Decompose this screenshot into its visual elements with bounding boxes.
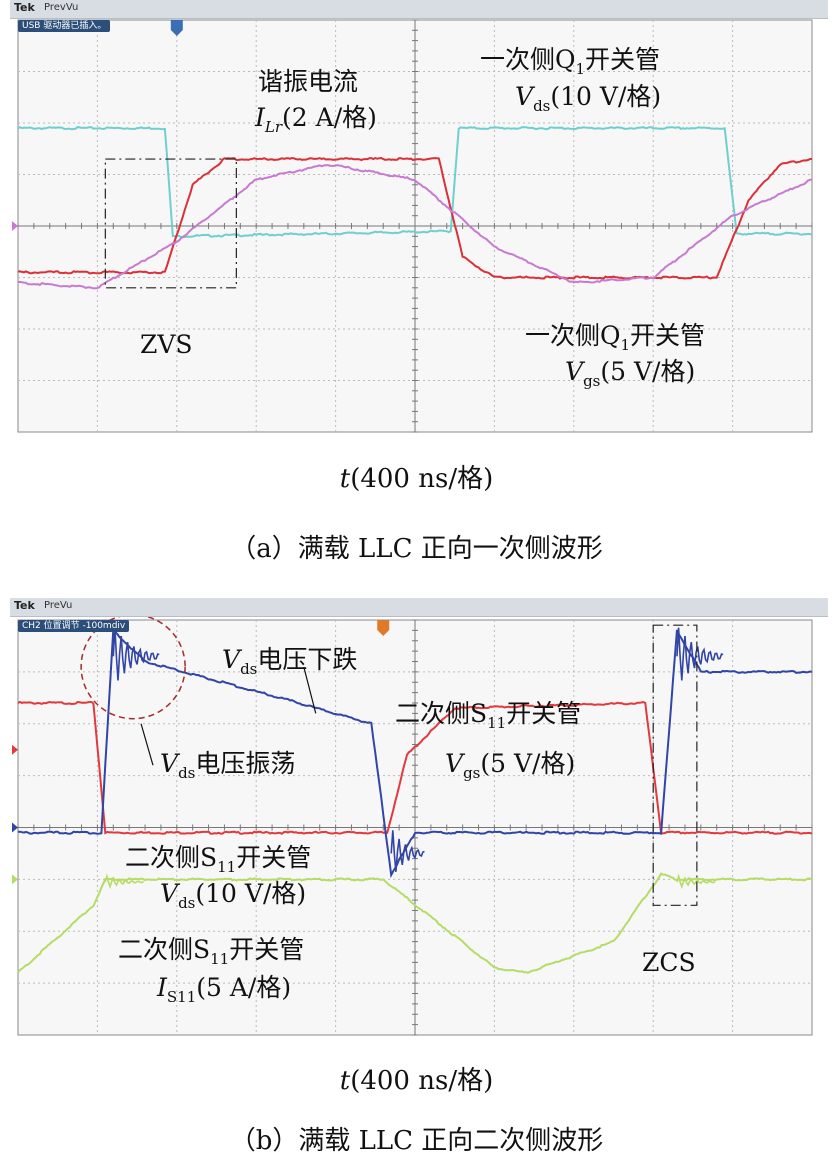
- vds-q1-label: Vds(10 V/格): [515, 82, 662, 115]
- scope-toolbar-b: Tek PreVu: [10, 598, 828, 617]
- vds-s11-label: Vds(10 V/格): [160, 879, 307, 912]
- ringing-trace: [676, 627, 724, 681]
- vds-q1-title: 一次侧Q1开关管: [480, 45, 661, 78]
- vgs-q1-label: Vgs(5 V/格): [565, 357, 696, 390]
- vgs-q1-title: 一次侧Q1开关管: [525, 321, 706, 354]
- waveform-plot-b: [12, 613, 813, 1036]
- ringing-trace: [104, 873, 144, 890]
- zvs-label: ZVS: [140, 330, 193, 359]
- ilr-title: 谐振电流: [258, 67, 359, 96]
- channel-marker-icon: [12, 874, 18, 885]
- ilr-label: ILr(2 A/格): [255, 103, 377, 136]
- pointer-line: [140, 723, 154, 766]
- vgs-s11-label: Vgs(5 V/格): [445, 749, 576, 782]
- waveform-plot-a: [12, 19, 813, 433]
- vds-drop-label: Vds电压下跌: [222, 645, 358, 678]
- series-line: [17, 164, 813, 290]
- position-banner-b: CH2 位置调节 -100mdiv: [18, 620, 130, 632]
- vds-osc-label: Vds电压振荡: [160, 749, 296, 782]
- scope-brand-b: Tek: [14, 599, 35, 612]
- usb-banner-a: USB 驱动器已插入。: [18, 20, 111, 32]
- series-line: [17, 700, 813, 835]
- vgs-s11-title: 二次侧S11开关管: [395, 699, 582, 732]
- scope-mode-b: PreVu: [44, 600, 73, 611]
- zvs-box: [104, 158, 237, 289]
- scope-brand-a: Tek: [14, 1, 35, 14]
- vds-s11-title: 二次侧S11开关管: [125, 843, 312, 876]
- xlabel-b: t(400 ns/格): [339, 1066, 494, 1096]
- scope-mode-a: PrevVu: [44, 2, 79, 13]
- trigger-marker-icon: [377, 620, 390, 636]
- channel-marker-icon: [12, 221, 18, 231]
- series-line: [17, 126, 813, 239]
- pointer-line: [303, 666, 317, 714]
- channel-marker-icon: [12, 822, 18, 833]
- ringing-trace: [390, 830, 425, 872]
- scope-screen-b: Tek PreVu CH2 位置调节 -100mdiv: [10, 598, 828, 1041]
- ringing-trace: [112, 627, 160, 681]
- trigger-marker-icon: [170, 20, 183, 36]
- series-line: [17, 156, 812, 280]
- ringing-trace: [676, 873, 716, 890]
- is11-label: IS11(5 A/格): [157, 973, 292, 1006]
- is11-title: 二次侧S11开关管: [118, 935, 305, 968]
- scope-screen-a: Tek PrevVu USB 驱动器已插入。: [10, 0, 828, 438]
- zcs-box: [652, 624, 698, 906]
- zcs-label: ZCS: [642, 948, 696, 977]
- caption-a: （a）满载 LLC 正向一次侧波形: [230, 534, 603, 564]
- caption-b: （b）满载 LLC 正向二次侧波形: [229, 1126, 604, 1156]
- xlabel-a: t(400 ns/格): [339, 464, 494, 494]
- channel-marker-icon: [12, 744, 18, 755]
- scope-toolbar-a: Tek PrevVu: [10, 0, 828, 19]
